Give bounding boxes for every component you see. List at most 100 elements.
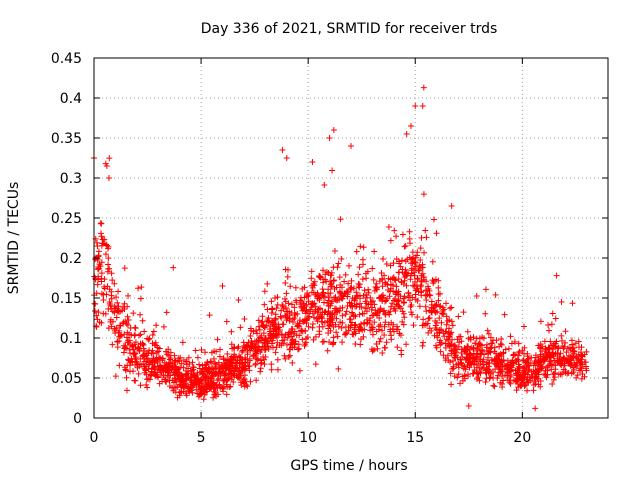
data-point (390, 260, 397, 267)
data-point (381, 307, 388, 314)
data-point (391, 227, 398, 234)
data-point (220, 355, 227, 362)
data-point (486, 348, 493, 355)
data-point (464, 328, 471, 335)
data-point (387, 237, 394, 244)
y-tick-label: 0.15 (51, 291, 82, 307)
data-point (489, 340, 496, 347)
data-point (182, 383, 189, 390)
data-point (125, 292, 132, 299)
data-point (318, 313, 325, 320)
data-point (422, 303, 429, 310)
data-point (423, 308, 430, 315)
data-point (406, 240, 413, 247)
data-point (291, 315, 298, 322)
x-tick-labels: 0 5 10 15 20 (90, 430, 532, 446)
data-point (348, 143, 354, 149)
data-point (103, 242, 110, 249)
data-point (532, 362, 539, 369)
data-point (549, 310, 556, 317)
data-point (439, 310, 446, 317)
data-point (246, 355, 253, 362)
data-point (188, 368, 195, 375)
data-point (337, 216, 344, 223)
data-point (328, 298, 335, 305)
data-point (443, 300, 450, 307)
data-point (260, 323, 267, 330)
data-point (522, 382, 529, 389)
data-point (420, 191, 427, 198)
data-point (550, 371, 557, 378)
data-point (244, 346, 251, 353)
data-point (254, 355, 261, 362)
data-point (98, 319, 105, 326)
data-point (408, 302, 415, 309)
data-point (433, 230, 440, 237)
data-point (530, 387, 537, 394)
data-point (98, 259, 105, 266)
data-point (564, 345, 571, 352)
data-point (458, 346, 465, 353)
data-point (442, 344, 449, 351)
data-point (371, 248, 378, 255)
y-tick-label: 0.05 (51, 371, 82, 387)
data-point (417, 283, 424, 290)
chart-title: Day 336 of 2021, SRMTID for receiver trd… (201, 21, 498, 37)
data-point (123, 374, 130, 381)
data-point (308, 275, 315, 282)
data-point (440, 311, 447, 318)
data-point (258, 332, 265, 339)
data-point (255, 335, 262, 342)
data-point (371, 319, 378, 326)
data-point (490, 382, 497, 389)
data-point (336, 274, 343, 281)
data-point (492, 366, 499, 373)
data-point (114, 344, 121, 351)
data-point (116, 362, 123, 369)
data-point (264, 317, 271, 324)
data-point (502, 372, 509, 379)
data-point (278, 307, 285, 314)
data-point (308, 268, 315, 275)
data-point (539, 348, 546, 355)
data-point (482, 286, 489, 293)
data-point (285, 353, 292, 360)
data-point (375, 323, 382, 330)
data-point (477, 350, 484, 357)
data-point (447, 305, 454, 312)
data-point (170, 264, 177, 271)
data-point (342, 311, 349, 318)
data-point (225, 366, 232, 373)
data-point (142, 366, 149, 373)
data-point (326, 294, 333, 301)
data-point (198, 380, 205, 387)
data-point (195, 393, 202, 400)
data-point (172, 377, 179, 384)
data-point (474, 346, 481, 353)
data-point (349, 303, 356, 310)
data-point (333, 284, 340, 291)
data-point (380, 256, 387, 263)
data-point (111, 280, 118, 287)
data-point (272, 349, 279, 356)
y-axis-label: SRMTID / TECUs (6, 182, 22, 295)
data-point (373, 284, 380, 291)
data-point (278, 332, 285, 339)
data-point (446, 333, 453, 340)
data-point (511, 338, 518, 345)
data-point (177, 354, 184, 361)
data-point (411, 278, 418, 285)
data-point (287, 283, 294, 290)
data-point (167, 360, 174, 367)
data-point (461, 344, 468, 351)
data-point (428, 327, 435, 334)
data-point (544, 353, 551, 360)
data-point (417, 256, 424, 263)
data-point (279, 147, 286, 153)
data-point (302, 328, 309, 335)
data-point (123, 387, 130, 394)
data-point (325, 308, 332, 315)
data-point (135, 370, 142, 377)
data-point (210, 355, 217, 362)
data-point (206, 312, 213, 319)
